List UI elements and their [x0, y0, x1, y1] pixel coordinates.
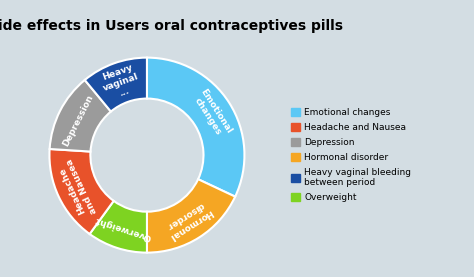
Wedge shape — [147, 179, 235, 253]
Text: Hormonal
disorder: Hormonal disorder — [162, 199, 214, 242]
Text: Overweight: Overweight — [94, 215, 153, 242]
Text: Emotional
changes: Emotional changes — [190, 87, 234, 140]
Text: Depression: Depression — [61, 93, 95, 148]
Wedge shape — [90, 201, 147, 253]
Wedge shape — [85, 58, 147, 112]
Legend: Emotional changes, Headache and Nausea, Depression, Hormonal disorder, Heavy vag: Emotional changes, Headache and Nausea, … — [289, 106, 413, 204]
Text: Headache
and Nausea: Headache and Nausea — [55, 157, 99, 219]
Wedge shape — [49, 149, 114, 234]
Wedge shape — [147, 58, 245, 197]
Wedge shape — [50, 80, 111, 152]
Text: Heavy
vaginal
...: Heavy vaginal ... — [98, 62, 144, 103]
Text: Side effects in Users oral contraceptives pills: Side effects in Users oral contraceptive… — [0, 19, 343, 34]
